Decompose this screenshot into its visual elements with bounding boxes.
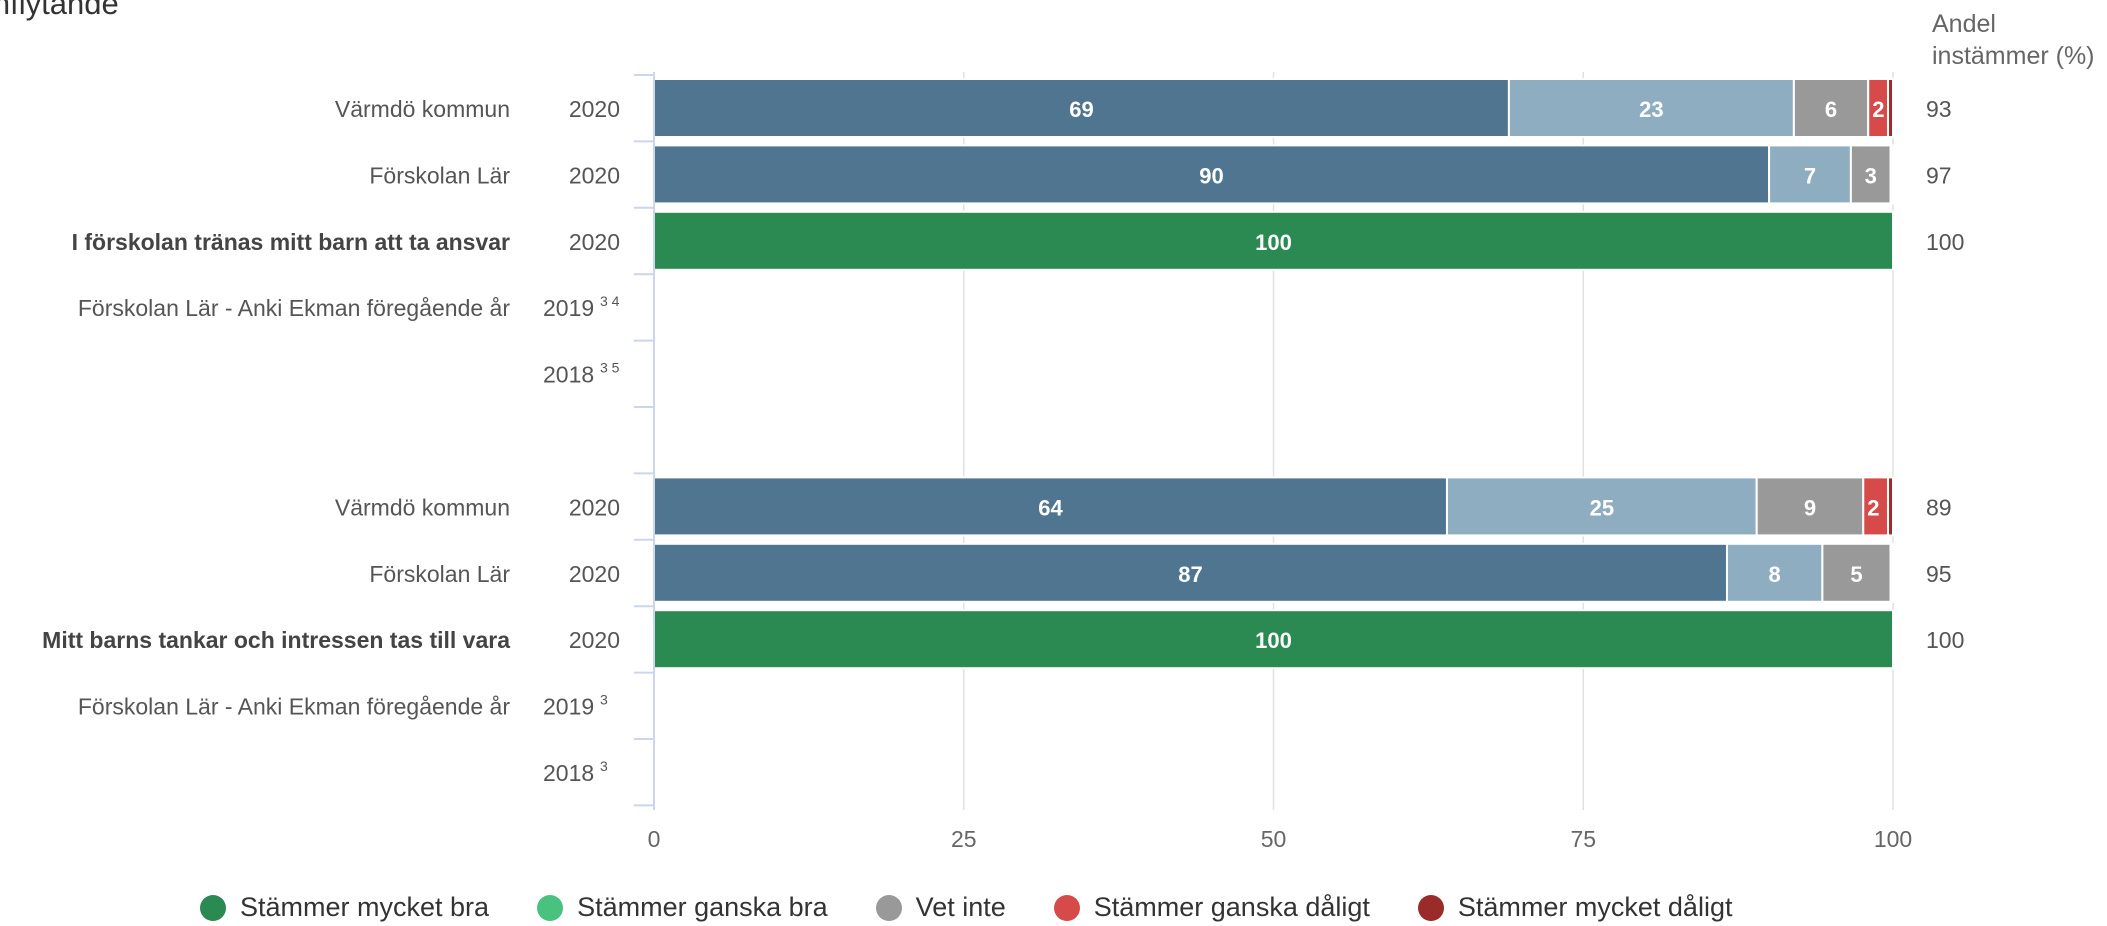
share-value: 89 — [1926, 494, 1952, 520]
bar-data-label: 2 — [1872, 97, 1884, 122]
bar-segment — [1755, 476, 1865, 537]
row-year: 2019 — [543, 295, 594, 321]
bar-data-label: 0 — [1896, 163, 1908, 188]
row-year: 2018 — [543, 362, 594, 388]
bar-segment — [1887, 476, 1894, 537]
legend-label: Stämmer ganska dåligt — [1093, 892, 1370, 922]
bar-segment — [653, 609, 1894, 670]
share-value: 100 — [1926, 627, 1964, 653]
share-header-line2: instämmer (%) — [1932, 42, 2095, 70]
x-tick-label: 100 — [1874, 826, 1912, 852]
row-label: Värmdö kommun — [335, 96, 510, 122]
legend-label: Stämmer mycket bra — [240, 892, 490, 922]
row-year: 2020 — [569, 162, 620, 188]
bar-data-label: 100 — [1255, 628, 1292, 653]
legend-dot-icon — [537, 894, 564, 921]
x-tick-label: 25 — [951, 826, 977, 852]
chart-legend: Stämmer mycket bra Stämmer ganska bra Vet … — [200, 892, 1780, 923]
bar-data-label: 87 — [1178, 562, 1202, 587]
row-year-footnote: 3 — [600, 692, 608, 708]
legend-item[interactable]: Stämmer ganska bra — [537, 892, 828, 923]
legend-dot-icon — [1053, 894, 1080, 921]
stacked-bar-chart: inflytande Andel instämmer (%) 692362090… — [0, 0, 2095, 852]
bar-data-label: 23 — [1639, 97, 1663, 122]
x-axis: 0 25 50 75 100 — [634, 72, 1912, 852]
share-value: 95 — [1926, 561, 1952, 587]
row-year: 2019 — [543, 694, 594, 720]
row-label: Förskolan Lär — [369, 561, 510, 587]
share-value: 93 — [1926, 96, 1952, 122]
legend-dot-icon — [1417, 894, 1444, 921]
share-value: 100 — [1926, 229, 1964, 255]
row-label: Förskolan Lär - Anki Ekman föregående år — [78, 694, 510, 720]
row-label: Förskolan Lär - Anki Ekman föregående år — [78, 295, 510, 321]
share-value: 97 — [1926, 162, 1952, 188]
row-year: 2020 — [569, 229, 620, 255]
bar-data-label: 5 — [1850, 562, 1862, 587]
bar-data-label: 9 — [1804, 495, 1816, 520]
bar-data-label: 64 — [1038, 495, 1063, 520]
bar-segment — [653, 144, 1771, 205]
bar-segment — [1792, 78, 1870, 138]
bar-data-label: 6 — [1825, 97, 1837, 122]
bar-segment — [653, 78, 1510, 138]
legend-dot-icon — [200, 894, 226, 921]
legend-item[interactable]: Stämmer mycket dåligt — [1417, 892, 1733, 923]
bar-segment — [1887, 78, 1894, 138]
row-year: 2020 — [569, 96, 620, 122]
x-tick-label: 0 — [648, 826, 661, 852]
bar-data-label: 0 — [1896, 562, 1908, 587]
legend-item[interactable]: Vet inte — [875, 892, 1006, 923]
legend-item[interactable]: Stämmer mycket bra — [200, 892, 489, 923]
legend-dot-icon — [875, 894, 902, 921]
bar-data-label: 0 — [1892, 97, 1904, 122]
bar-data-label: 8 — [1769, 562, 1781, 587]
bar-segment — [1507, 78, 1795, 138]
bar-data-label: 69 — [1069, 97, 1093, 122]
bar-data-label: 3 — [1865, 163, 1877, 188]
bar-data-label: 7 — [1804, 163, 1816, 188]
bar-segment — [1890, 542, 1894, 603]
row-year-footnote: 3 5 — [600, 360, 620, 376]
row-year: 2020 — [569, 494, 620, 520]
bar-data-label: 25 — [1590, 495, 1614, 520]
bar-data-label: 2 — [1867, 495, 1879, 520]
legend-label: Stämmer mycket dåligt — [1457, 892, 1733, 922]
row-year: 2020 — [569, 561, 620, 587]
legend-label: Vet inte — [915, 892, 1006, 922]
bar-segment — [1890, 144, 1894, 205]
bar-data-label: 0 — [1895, 163, 1907, 188]
bar-data-label: 0 — [1892, 495, 1904, 520]
bar-segment — [653, 542, 1728, 603]
row-label: Förskolan Lär — [369, 162, 510, 188]
row-year-footnote: 3 4 — [600, 293, 620, 309]
share-header-line1: Andel — [1932, 10, 1996, 38]
legend-label: Stämmer ganska bra — [577, 892, 828, 922]
chart-title-fragment: inflytande — [0, 0, 119, 21]
bar-data-label: 0 — [1897, 628, 1909, 653]
row-label: Mitt barns tankar och intressen tas till… — [42, 627, 510, 653]
row-label: Värmdö kommun — [335, 494, 510, 520]
row-label: I förskolan tränas mitt barn att ta ansv… — [72, 229, 510, 255]
x-tick-label: 75 — [1570, 826, 1596, 852]
bar-segment — [653, 210, 1894, 271]
bar-data-label: 90 — [1199, 163, 1223, 188]
bar-segment — [1445, 476, 1758, 537]
row-year: 2020 — [569, 627, 620, 653]
x-tick-label: 50 — [1261, 826, 1287, 852]
legend-item[interactable]: Stämmer ganska dåligt — [1053, 892, 1370, 923]
row-year: 2018 — [543, 760, 594, 786]
bar-data-label: 100 — [1255, 230, 1292, 255]
bar-data-label: 0 — [1897, 230, 1909, 255]
row-year-footnote: 3 — [600, 758, 608, 774]
bar-data-label: 0 — [1895, 562, 1907, 587]
